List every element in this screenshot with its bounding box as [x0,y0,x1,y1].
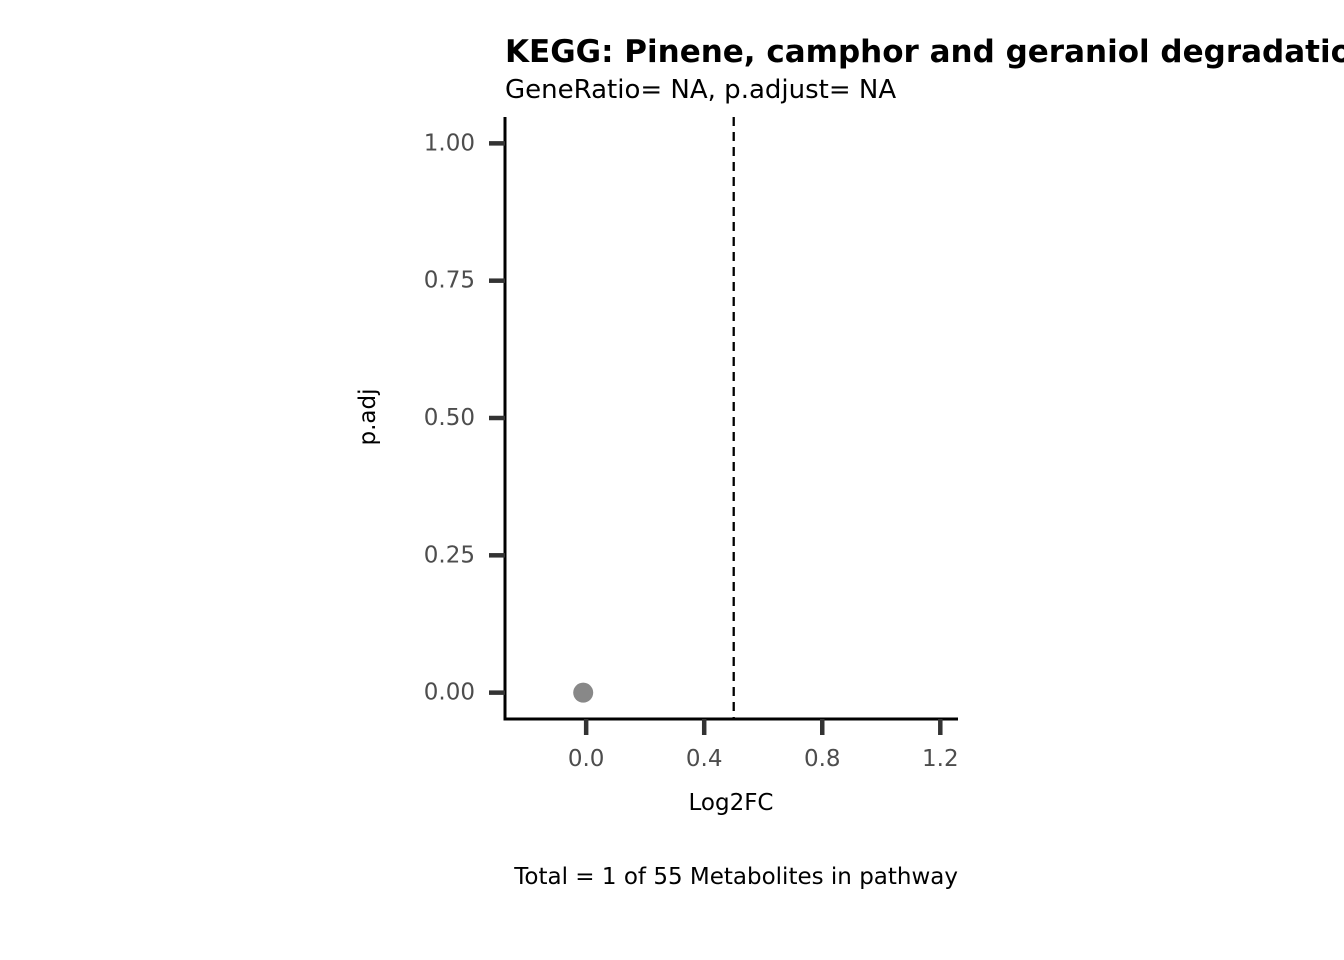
x-tick-label: 0.8 [804,746,841,772]
y-tick-label: 0.75 [424,268,475,294]
x-tick-label: 1.2 [922,746,959,772]
chart-title: KEGG: Pinene, camphor and geraniol degra… [505,34,1344,70]
x-axis-title: Log2FC [688,790,773,816]
data-point [573,682,594,703]
y-tick-label: 0.50 [424,405,475,431]
x-tick-label: 0.4 [686,746,723,772]
y-axis-title: p.adj [355,389,381,446]
chart-caption: Total = 1 of 55 Metabolites in pathway [513,864,958,890]
plot-area: 0.00 0.25 0.50 0.75 1.00 0.0 0.4 0.8 1.2 [424,117,959,772]
y-tick-label: 0.25 [424,542,475,568]
y-tick-label: 1.00 [424,130,475,156]
y-tick-label: 0.00 [424,680,475,706]
chart-subtitle: GeneRatio= NA, p.adjust= NA [505,75,896,105]
x-tick-label: 0.0 [568,746,605,772]
